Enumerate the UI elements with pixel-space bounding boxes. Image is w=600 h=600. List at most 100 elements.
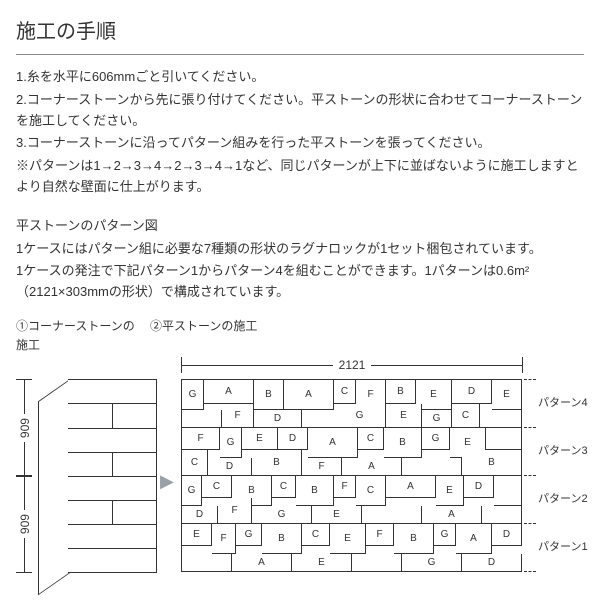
step-2: 2.コーナーストーンから先に張り付けてください。平ストーンの形状に合わせてコーナ… bbox=[16, 90, 584, 132]
corner-front-face bbox=[68, 379, 157, 573]
stone-cell: G bbox=[434, 524, 456, 546]
dimension-top-value: 2121 bbox=[333, 356, 372, 375]
stone-cell: A bbox=[232, 554, 292, 572]
stone-cell: A bbox=[284, 380, 334, 410]
stone-cell: C bbox=[358, 428, 384, 450]
stone-cell: F bbox=[218, 498, 252, 524]
stone-cell: D bbox=[254, 410, 302, 428]
dimension-left-lower: 606 bbox=[16, 475, 32, 573]
stone-cell: C bbox=[356, 476, 386, 506]
stone-cell: C bbox=[202, 476, 232, 498]
stone-cell: B bbox=[394, 524, 434, 554]
stone-cell bbox=[494, 476, 522, 506]
section2-heading: 平ストーンのパターン図 bbox=[16, 216, 584, 237]
stone-cell: A bbox=[204, 380, 254, 404]
arrow-icon: ▶ bbox=[160, 467, 174, 496]
stone-cell: D bbox=[462, 554, 522, 572]
stone-cell: F bbox=[334, 476, 356, 498]
stone-cell: F bbox=[222, 404, 254, 428]
divider bbox=[16, 54, 584, 55]
stone-cell: E bbox=[312, 506, 362, 524]
stone-cell: B bbox=[384, 428, 422, 458]
stone-cell: G bbox=[402, 554, 462, 572]
stone-cell: A bbox=[422, 506, 482, 524]
stone-cell bbox=[486, 428, 522, 450]
stone-cell: B bbox=[252, 450, 302, 476]
stone-cell: D bbox=[208, 458, 252, 476]
stone-cell: E bbox=[436, 476, 464, 506]
stone-cell: C bbox=[272, 476, 296, 498]
pattern-label-3: パターン3 bbox=[538, 443, 588, 461]
corner-stone-diagram bbox=[38, 379, 158, 571]
stone-cell: G bbox=[182, 380, 204, 410]
stone-cell bbox=[302, 410, 336, 428]
stone-cell: A bbox=[456, 524, 492, 554]
step-1: 1.糸を水平に606mmごと引いてください。 bbox=[16, 67, 584, 88]
dash-line bbox=[524, 475, 536, 476]
subhead-flat: ②平ストーンの施工 bbox=[150, 317, 257, 355]
stone-cell bbox=[182, 410, 222, 428]
diagram: 2121 606 606 ▶ GABFDACFGBEEGDECFGECDBDAF… bbox=[16, 357, 581, 577]
stone-cell: G bbox=[422, 410, 452, 428]
stone-cell: G bbox=[236, 524, 262, 546]
section2-line2: 1ケースの発注で下記パターン1からパターン4を組むことができます。1パターンは0… bbox=[16, 261, 584, 303]
stone-cell: D bbox=[492, 524, 522, 546]
pattern-label-1: パターン1 bbox=[538, 539, 588, 557]
stone-cell: E bbox=[182, 524, 212, 546]
stone-cell: C bbox=[182, 450, 208, 476]
stone-cell bbox=[402, 458, 462, 476]
stone-cell: D bbox=[452, 380, 492, 404]
stone-cell: E bbox=[292, 554, 352, 572]
stone-cell: F bbox=[302, 458, 342, 476]
stone-cell: B bbox=[296, 476, 334, 506]
stone-cell bbox=[362, 506, 422, 524]
flat-stone-wall: GABFDACFGBEEGDECFGECDBDAFCBAGEBGCBDFCBGF… bbox=[181, 379, 522, 572]
step-note: ※パターンは1→2→3→4→2→3→4→1など、同じパターンが上下に並ばないよう… bbox=[16, 156, 584, 198]
page-title: 施工の手順 bbox=[16, 16, 584, 48]
dimension-left-upper-value: 606 bbox=[14, 414, 33, 442]
corner-fold-face bbox=[38, 379, 70, 595]
stone-cell: C bbox=[334, 380, 356, 404]
pattern-label-2: パターン2 bbox=[538, 491, 588, 509]
stone-cell: G bbox=[334, 404, 386, 428]
dash-line bbox=[524, 427, 536, 428]
stone-cell bbox=[182, 554, 232, 572]
stone-cell: G bbox=[220, 428, 242, 458]
stone-cell: A bbox=[342, 458, 402, 476]
stone-cell bbox=[480, 410, 522, 428]
stone-cell: E bbox=[242, 428, 278, 450]
stone-cell: C bbox=[452, 404, 480, 428]
stone-cell: G bbox=[182, 476, 202, 506]
pattern-label-4: パターン4 bbox=[538, 395, 588, 413]
stone-cell: D bbox=[182, 506, 218, 524]
steps-block: 1.糸を水平に606mmごと引いてください。 2.コーナーストーンから先に張り付… bbox=[16, 67, 584, 198]
stone-cell: B bbox=[262, 524, 302, 554]
stone-cell: F bbox=[366, 524, 394, 546]
section2-line1: 1ケースにはパターン組に必要な7種類の形状のラグナロックが1セット梱包されていま… bbox=[16, 239, 584, 260]
dimension-left-upper: 606 bbox=[16, 379, 32, 477]
stone-cell: A bbox=[308, 428, 358, 458]
dimension-left-lower-value: 606 bbox=[14, 510, 33, 538]
step-3: 3.コーナーストーンに沿ってパターン組みを行った平ストーンを張ってください。 bbox=[16, 133, 584, 154]
stone-cell: E bbox=[386, 404, 422, 428]
stone-cell: B bbox=[254, 380, 284, 410]
stone-cell: E bbox=[330, 524, 366, 554]
stone-cell: F bbox=[212, 524, 236, 554]
stone-cell: A bbox=[386, 476, 436, 498]
section-2: 平ストーンのパターン図 1ケースにはパターン組に必要な7種類の形状のラグナロック… bbox=[16, 216, 584, 303]
stone-cell: G bbox=[422, 428, 450, 450]
diagram-subheads: ①コーナーストーンの施工 ②平ストーンの施工 bbox=[16, 317, 584, 355]
subhead-corner: ①コーナーストーンの施工 bbox=[16, 317, 146, 355]
stone-cell: F bbox=[182, 428, 220, 450]
stone-cell: G bbox=[252, 506, 312, 524]
stone-cell: E bbox=[492, 380, 522, 410]
stone-cell bbox=[482, 506, 522, 524]
stone-cell: B bbox=[462, 450, 522, 476]
stone-cell: C bbox=[302, 524, 330, 546]
dash-line bbox=[524, 379, 536, 380]
dash-line bbox=[524, 571, 536, 572]
stone-cell bbox=[352, 554, 402, 572]
stone-cell: B bbox=[386, 380, 416, 404]
dash-line bbox=[524, 523, 536, 524]
dimension-top: 2121 bbox=[181, 357, 523, 373]
